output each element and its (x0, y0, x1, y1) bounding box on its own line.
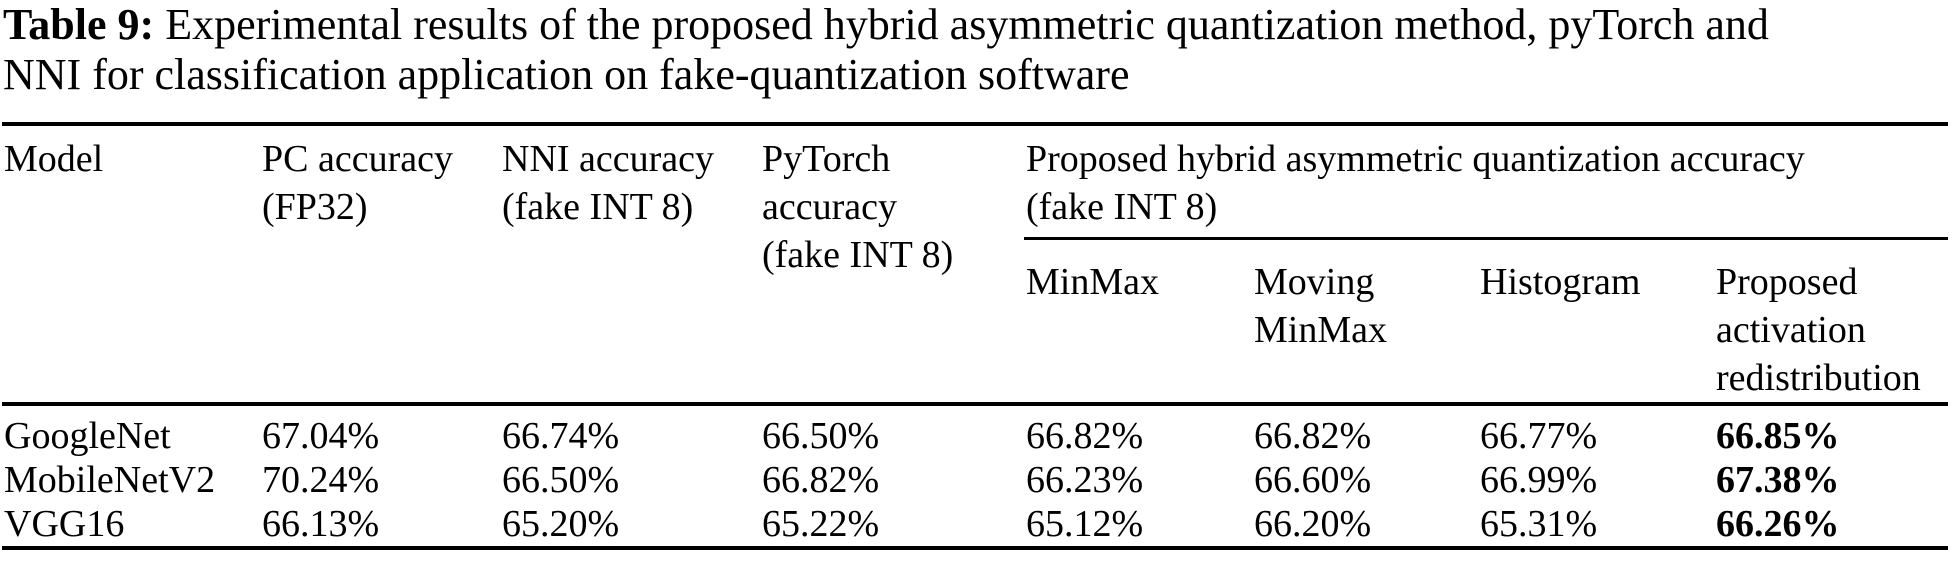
col-header-pc-accuracy: PC accuracy (FP32) (262, 138, 453, 228)
cell-moving-minmax: 66.60% (1254, 458, 1372, 501)
header-row-main: Model PC accuracy (FP32) NNI accuracy (f… (2, 124, 1948, 276)
cell-minmax: 66.23% (1026, 458, 1144, 501)
caption-label: Table 9: (3, 0, 155, 49)
table-row-googlenet: GoogleNet 67.04% 66.74% 66.50% 66.82% 66… (2, 401, 1948, 458)
cell-pc-accuracy: 66.13% (260, 501, 500, 550)
results-table: Model PC accuracy (FP32) NNI accuracy (f… (2, 122, 1948, 550)
cell-moving-minmax: 66.82% (1252, 401, 1478, 458)
cell-histogram: 65.31% (1478, 501, 1714, 550)
cell-histogram: 66.77% (1478, 401, 1714, 458)
subcol-header-proposed-activation: Proposed activation redistribution (1716, 260, 1921, 399)
table-header: Model PC accuracy (FP32) NNI accuracy (f… (2, 124, 1948, 404)
cell-pc-accuracy: 70.24% (262, 458, 380, 501)
caption-text-line-1: Experimental results of the proposed hyb… (154, 0, 1769, 49)
col-header-nni-accuracy: NNI accuracy (fake INT 8) (502, 138, 715, 228)
cell-minmax: 65.12% (1024, 501, 1252, 550)
col-header-proposed-group: Proposed hybrid asymmetric quantization … (1024, 124, 1948, 240)
cell-nni-accuracy: 65.20% (500, 501, 760, 550)
cell-minmax: 66.82% (1024, 401, 1252, 458)
cell-model: GoogleNet (2, 401, 260, 458)
cell-pytorch-accuracy: 66.50% (760, 401, 1024, 458)
cell-nni-accuracy: 66.50% (502, 458, 620, 501)
subcol-header-histogram: Histogram (1480, 260, 1641, 303)
col-header-pytorch-accuracy: PyTorch accuracy (fake INT 8) (762, 138, 954, 276)
cell-pc-accuracy: 67.04% (260, 401, 500, 458)
subcol-header-moving-minmax: Moving MinMax (1254, 260, 1387, 351)
subcol-header-minmax: MinMax (1026, 260, 1159, 303)
table-body: GoogleNet 67.04% 66.74% 66.50% 66.82% 66… (2, 401, 1948, 550)
cell-model: MobileNetV2 (4, 458, 216, 501)
cell-proposed-redistribution: 66.26% (1714, 501, 1948, 550)
header-row-sub: MinMax Moving MinMax Histogram Proposed … (2, 238, 1948, 404)
cell-nni-accuracy: 66.74% (500, 401, 760, 458)
table-caption: Table 9: Experimental results of the pro… (3, 0, 1769, 100)
cell-proposed-redistribution: 66.85% (1714, 401, 1948, 458)
caption-line-1: Table 9: Experimental results of the pro… (3, 0, 1769, 49)
caption-text-line-2: NNI for classification application on fa… (3, 50, 1130, 99)
table-row-vgg16: VGG16 66.13% 65.20% 65.22% 65.12% 66.20%… (2, 501, 1948, 550)
cell-histogram: 66.99% (1480, 458, 1598, 501)
col-header-model: Model (4, 138, 104, 180)
cell-moving-minmax: 66.20% (1252, 501, 1478, 550)
table-row-mobilenetv2: MobileNetV2 70.24% 66.50% 66.82% 66.23% … (2, 458, 1948, 502)
cell-pytorch-accuracy: 65.22% (760, 501, 1024, 550)
cell-proposed-redistribution: 67.38% (1716, 458, 1840, 501)
cell-pytorch-accuracy: 66.82% (762, 458, 880, 501)
cell-model: VGG16 (2, 501, 260, 550)
